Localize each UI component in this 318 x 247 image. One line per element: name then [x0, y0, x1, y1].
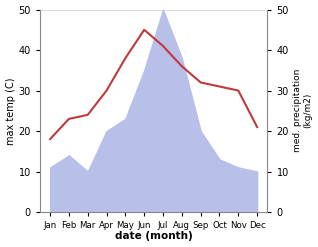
Y-axis label: max temp (C): max temp (C) [5, 77, 16, 144]
Y-axis label: med. precipitation
(kg/m2): med. precipitation (kg/m2) [293, 69, 313, 152]
X-axis label: date (month): date (month) [115, 231, 192, 242]
